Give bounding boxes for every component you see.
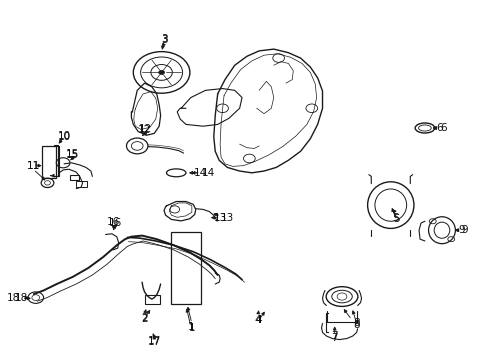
Text: 6: 6 bbox=[435, 123, 442, 133]
Text: 9: 9 bbox=[457, 225, 464, 235]
Text: 12: 12 bbox=[138, 124, 151, 134]
Text: 5: 5 bbox=[391, 213, 398, 222]
Text: 16: 16 bbox=[108, 218, 122, 228]
Text: 14: 14 bbox=[194, 168, 207, 178]
Bar bbox=[70, 175, 79, 180]
Text: 17: 17 bbox=[147, 336, 161, 346]
Text: 8: 8 bbox=[353, 320, 359, 330]
Bar bbox=[76, 181, 87, 187]
Text: 13: 13 bbox=[221, 213, 234, 222]
Text: 1: 1 bbox=[187, 322, 194, 332]
Text: 18: 18 bbox=[15, 293, 28, 303]
Bar bbox=[171, 232, 200, 304]
Bar bbox=[42, 146, 56, 178]
Text: 15: 15 bbox=[66, 150, 80, 160]
Text: 11: 11 bbox=[27, 161, 40, 171]
Text: 12: 12 bbox=[138, 125, 151, 135]
Text: 2: 2 bbox=[141, 314, 147, 324]
Text: 2: 2 bbox=[141, 313, 147, 323]
Bar bbox=[145, 295, 159, 304]
Text: 4: 4 bbox=[255, 315, 262, 325]
Text: 10: 10 bbox=[58, 131, 70, 141]
Text: 17: 17 bbox=[147, 337, 161, 347]
Text: 10: 10 bbox=[58, 132, 70, 142]
Text: 8: 8 bbox=[353, 319, 359, 328]
Text: 18: 18 bbox=[7, 293, 20, 303]
Text: 11: 11 bbox=[27, 161, 40, 171]
Text: 13: 13 bbox=[213, 213, 226, 222]
Text: 7: 7 bbox=[331, 333, 337, 343]
Text: 16: 16 bbox=[107, 217, 120, 227]
Text: 5: 5 bbox=[392, 214, 399, 224]
Text: 7: 7 bbox=[331, 331, 337, 341]
Text: 14: 14 bbox=[201, 168, 214, 178]
Text: 15: 15 bbox=[66, 149, 80, 159]
Text: 4: 4 bbox=[254, 315, 261, 325]
Text: 3: 3 bbox=[161, 35, 167, 45]
Text: 1: 1 bbox=[188, 323, 195, 333]
Circle shape bbox=[158, 70, 164, 75]
Text: 9: 9 bbox=[461, 225, 467, 235]
Text: 3: 3 bbox=[161, 35, 167, 44]
Text: 6: 6 bbox=[440, 123, 446, 133]
